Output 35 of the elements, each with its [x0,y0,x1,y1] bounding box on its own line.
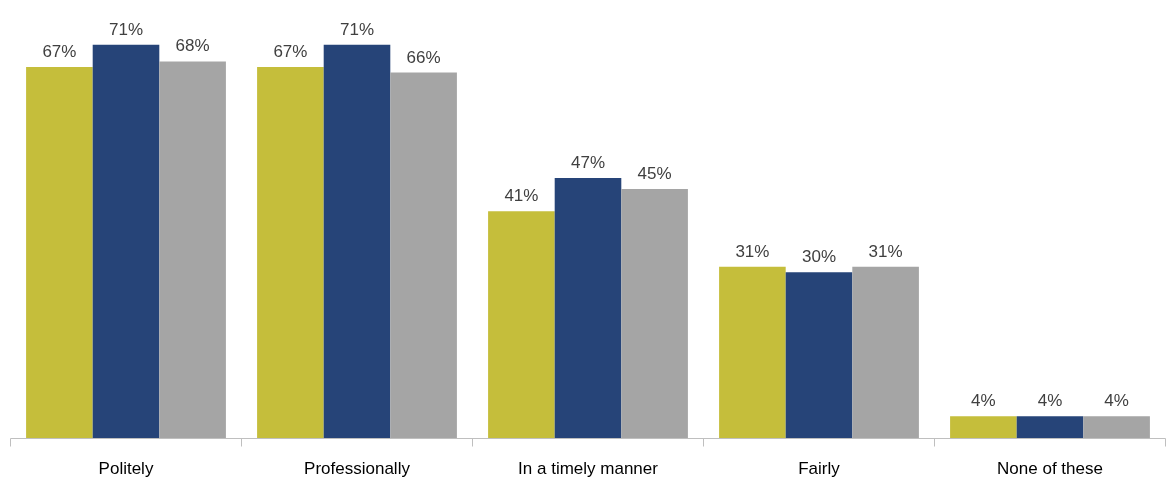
data-label: 31% [868,241,903,261]
data-label: 4% [1037,391,1063,411]
bar [1016,416,1084,439]
data-label: 47% [570,152,606,172]
bar [323,44,391,439]
bar [621,189,688,439]
data-label: 67% [42,42,77,62]
bar [92,44,160,439]
data-label: 67% [273,42,308,62]
data-label: 41% [504,186,539,206]
bar [390,72,457,439]
data-label: 45% [637,164,672,184]
bar [257,67,324,439]
x-tick-label: Politely [98,458,154,478]
bar [488,211,555,439]
bar [26,67,93,439]
x-tick-label: Fairly [798,458,841,478]
data-label: 4% [1104,391,1129,411]
bar [785,272,853,439]
x-tick-label: Professionally [304,458,411,478]
bar [852,266,919,439]
data-label: 66% [406,47,441,67]
bar [719,266,786,439]
x-tick-label: In a timely manner [518,458,659,478]
data-label: 30% [801,247,837,267]
data-label: 31% [735,241,770,261]
bar [1083,416,1150,439]
data-label: 71% [339,19,375,39]
bar [554,177,622,439]
x-tick-label: None of these [997,458,1103,478]
data-label: 4% [971,391,996,411]
data-label: 68% [175,36,210,56]
bar [950,416,1017,439]
data-label: 71% [108,19,144,39]
bar [159,61,226,439]
